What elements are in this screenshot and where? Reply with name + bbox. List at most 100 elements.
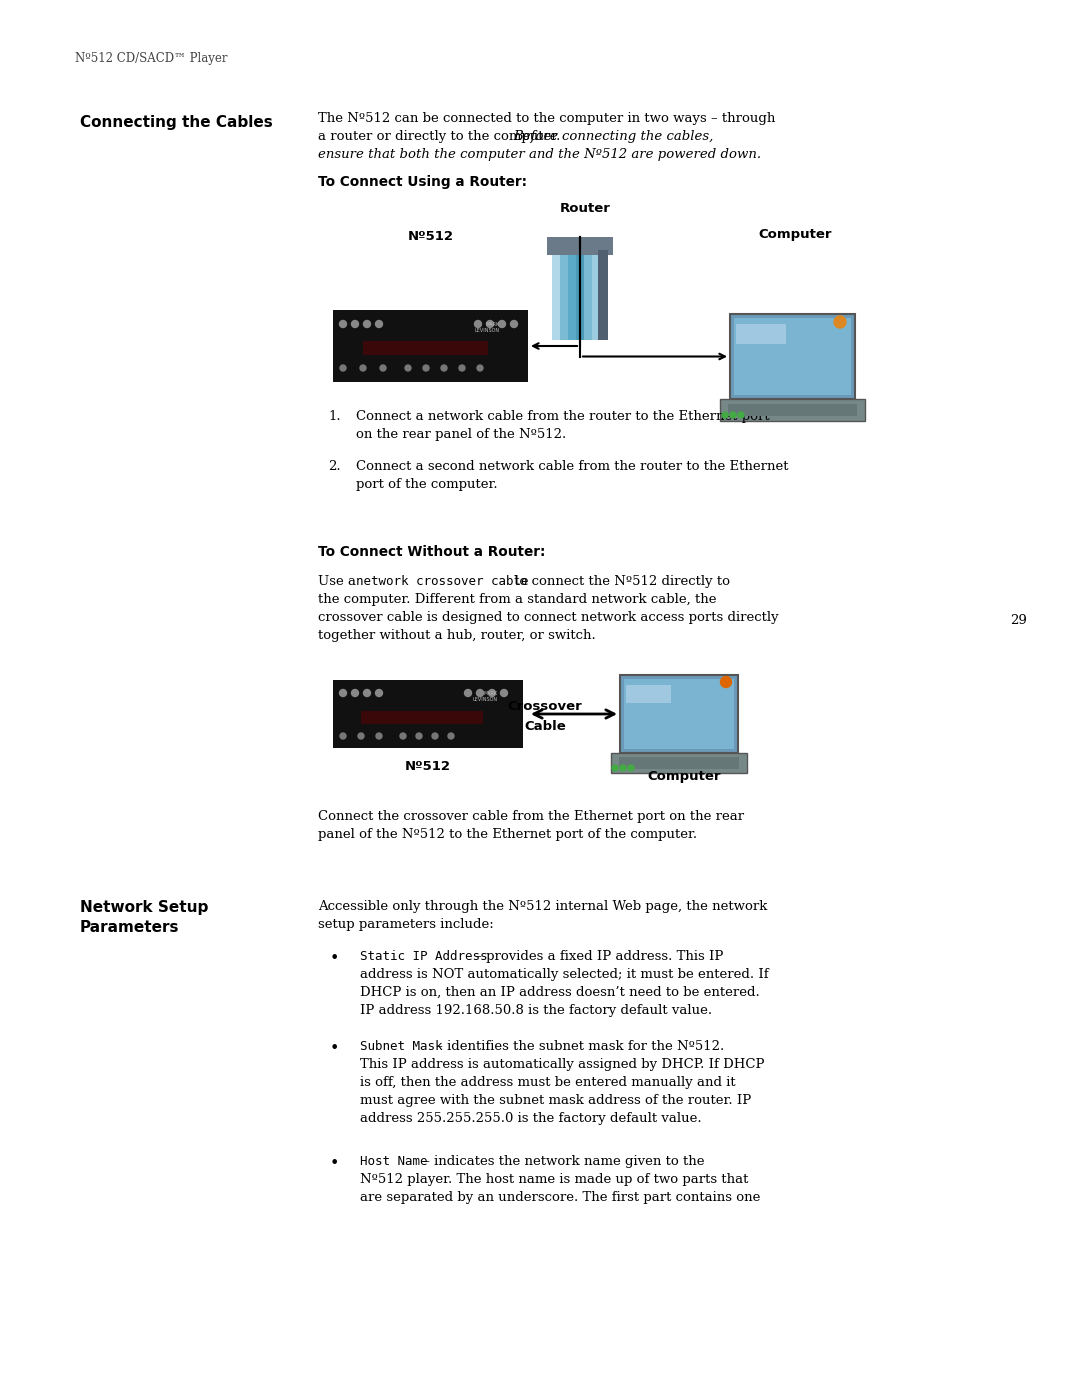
Circle shape [360, 365, 366, 372]
Text: panel of the Nº512 to the Ethernet port of the computer.: panel of the Nº512 to the Ethernet port … [318, 828, 697, 841]
Text: Network Setup: Network Setup [80, 900, 208, 915]
FancyBboxPatch shape [333, 680, 523, 747]
Circle shape [476, 690, 484, 697]
Circle shape [730, 412, 735, 418]
Text: Router: Router [559, 203, 610, 215]
Text: •: • [330, 1155, 339, 1172]
Circle shape [405, 365, 411, 372]
FancyBboxPatch shape [333, 310, 528, 381]
Text: Parameters: Parameters [80, 921, 179, 935]
Text: Connect the crossover cable from the Ethernet port on the rear: Connect the crossover cable from the Eth… [318, 810, 744, 823]
Circle shape [834, 316, 846, 328]
Circle shape [340, 365, 346, 372]
Circle shape [720, 676, 731, 687]
FancyBboxPatch shape [619, 757, 739, 768]
Circle shape [339, 690, 347, 697]
Text: together without a hub, router, or switch.: together without a hub, router, or switc… [318, 629, 596, 643]
Text: 1.: 1. [328, 409, 340, 423]
Circle shape [423, 365, 429, 372]
Circle shape [499, 320, 505, 327]
Circle shape [339, 320, 347, 327]
Text: is off, then the address must be entered manually and it: is off, then the address must be entered… [360, 1076, 735, 1090]
Circle shape [738, 412, 744, 418]
Circle shape [474, 320, 482, 327]
Circle shape [459, 365, 465, 372]
FancyBboxPatch shape [600, 250, 608, 339]
FancyBboxPatch shape [620, 675, 738, 753]
Text: on the rear panel of the Nº512.: on the rear panel of the Nº512. [356, 427, 566, 441]
Text: To Connect Using a Router:: To Connect Using a Router: [318, 175, 527, 189]
Text: MARK
LEVINSON: MARK LEVINSON [475, 321, 500, 332]
Text: are separated by an underscore. The first part contains one: are separated by an underscore. The firs… [360, 1192, 760, 1204]
Text: to connect the Nº512 directly to: to connect the Nº512 directly to [510, 576, 730, 588]
Text: Computer: Computer [647, 770, 720, 782]
FancyBboxPatch shape [598, 250, 608, 339]
Circle shape [380, 365, 386, 372]
Circle shape [351, 690, 359, 697]
Text: Connecting the Cables: Connecting the Cables [80, 115, 273, 130]
Circle shape [488, 690, 496, 697]
Circle shape [486, 320, 494, 327]
Text: – indicates the network name given to the: – indicates the network name given to th… [419, 1155, 704, 1168]
Text: ensure that both the computer and the Nº512 are powered down.: ensure that both the computer and the Nº… [318, 148, 761, 161]
Text: a router or directly to the computer.: a router or directly to the computer. [318, 130, 565, 142]
FancyBboxPatch shape [576, 250, 584, 339]
Text: Host Name: Host Name [360, 1155, 428, 1168]
Text: Subnet Mask: Subnet Mask [360, 1039, 443, 1053]
Text: Accessible only through the Nº512 internal Web page, the network: Accessible only through the Nº512 intern… [318, 900, 768, 914]
Text: setup parameters include:: setup parameters include: [318, 918, 494, 930]
Circle shape [376, 733, 382, 739]
Circle shape [441, 365, 447, 372]
Circle shape [448, 733, 454, 739]
Circle shape [416, 733, 422, 739]
Text: •: • [330, 1039, 339, 1058]
Text: – identifies the subnet mask for the Nº512.: – identifies the subnet mask for the Nº5… [432, 1039, 725, 1053]
Text: Connect a second network cable from the router to the Ethernet: Connect a second network cable from the … [356, 460, 788, 474]
Text: – provides a fixed IP address. This IP: – provides a fixed IP address. This IP [471, 950, 724, 963]
FancyBboxPatch shape [552, 250, 561, 339]
Circle shape [612, 766, 618, 771]
Circle shape [376, 690, 382, 697]
Circle shape [357, 733, 364, 739]
Text: This IP address is automatically assigned by DHCP. If DHCP: This IP address is automatically assigne… [360, 1058, 765, 1071]
Circle shape [464, 690, 472, 697]
Text: MARK
LEVINSON: MARK LEVINSON [473, 692, 498, 701]
Text: Static IP Address: Static IP Address [360, 950, 487, 963]
FancyBboxPatch shape [624, 679, 734, 749]
Text: Crossover: Crossover [508, 700, 582, 712]
Text: Connect a network cable from the router to the Ethernet port: Connect a network cable from the router … [356, 409, 770, 423]
Text: address 255.255.255.0 is the factory default value.: address 255.255.255.0 is the factory def… [360, 1112, 702, 1125]
FancyBboxPatch shape [611, 753, 747, 773]
Circle shape [340, 733, 346, 739]
FancyBboxPatch shape [363, 341, 488, 355]
Text: Nº512: Nº512 [407, 231, 454, 243]
Circle shape [376, 320, 382, 327]
Circle shape [620, 766, 626, 771]
FancyBboxPatch shape [734, 319, 851, 395]
Text: network crossover cable: network crossover cable [356, 576, 528, 588]
Text: address is NOT automatically selected; it must be entered. If: address is NOT automatically selected; i… [360, 968, 769, 981]
Text: Cable: Cable [524, 719, 566, 733]
FancyBboxPatch shape [568, 250, 576, 339]
FancyBboxPatch shape [592, 250, 600, 339]
Circle shape [364, 690, 370, 697]
FancyBboxPatch shape [361, 711, 483, 724]
FancyBboxPatch shape [728, 404, 858, 416]
Circle shape [477, 365, 483, 372]
Text: Before connecting the cables,: Before connecting the cables, [513, 130, 714, 142]
FancyBboxPatch shape [730, 314, 855, 400]
Text: 29: 29 [1010, 615, 1027, 627]
Text: Nº512 CD/SACD™ Player: Nº512 CD/SACD™ Player [75, 52, 228, 66]
Circle shape [400, 733, 406, 739]
FancyBboxPatch shape [584, 250, 592, 339]
Text: Nº512: Nº512 [405, 760, 451, 773]
Text: 2.: 2. [328, 460, 340, 474]
Text: IP address 192.168.50.8 is the factory default value.: IP address 192.168.50.8 is the factory d… [360, 1004, 712, 1017]
Circle shape [351, 320, 359, 327]
FancyBboxPatch shape [546, 237, 613, 256]
Circle shape [500, 690, 508, 697]
Text: must agree with the subnet mask address of the router. IP: must agree with the subnet mask address … [360, 1094, 752, 1106]
Text: the computer. Different from a standard network cable, the: the computer. Different from a standard … [318, 592, 716, 606]
FancyBboxPatch shape [626, 685, 671, 703]
Text: •: • [330, 950, 339, 967]
